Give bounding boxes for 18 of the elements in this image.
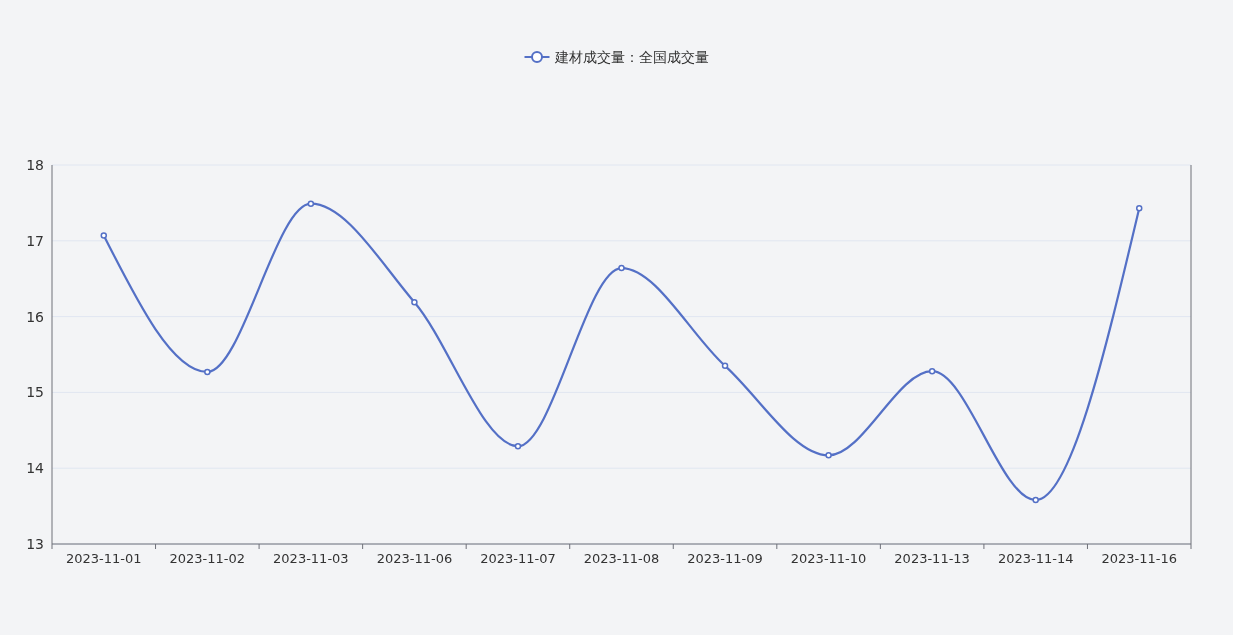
x-tick-label: 2023-11-03 (273, 551, 349, 566)
x-tick-label: 2023-11-14 (997, 551, 1074, 566)
x-tick-label: 2023-11-16 (1101, 551, 1178, 566)
y-tick-label: 14 (26, 460, 45, 477)
x-tick-label: 2023-11-13 (894, 551, 970, 566)
x-tick-label: 2023-11-06 (376, 551, 453, 566)
x-tick-label: 2023-11-09 (687, 551, 763, 566)
x-tick-label: 2023-11-02 (169, 551, 246, 566)
y-tick-label: 13 (26, 535, 44, 552)
x-tick-label: 2023-11-07 (480, 551, 556, 566)
y-tick-label: 16 (26, 308, 45, 325)
x-tick-label: 2023-11-01 (65, 551, 142, 566)
x-tick-label: 2023-11-10 (790, 551, 867, 566)
legend-label: 建材成交量：全国成交量 (553, 48, 709, 65)
y-tick-label: 17 (26, 232, 44, 249)
y-tick-label: 15 (26, 384, 44, 401)
y-tick-label: 18 (26, 156, 44, 173)
x-tick-label: 2023-11-08 (583, 551, 660, 566)
